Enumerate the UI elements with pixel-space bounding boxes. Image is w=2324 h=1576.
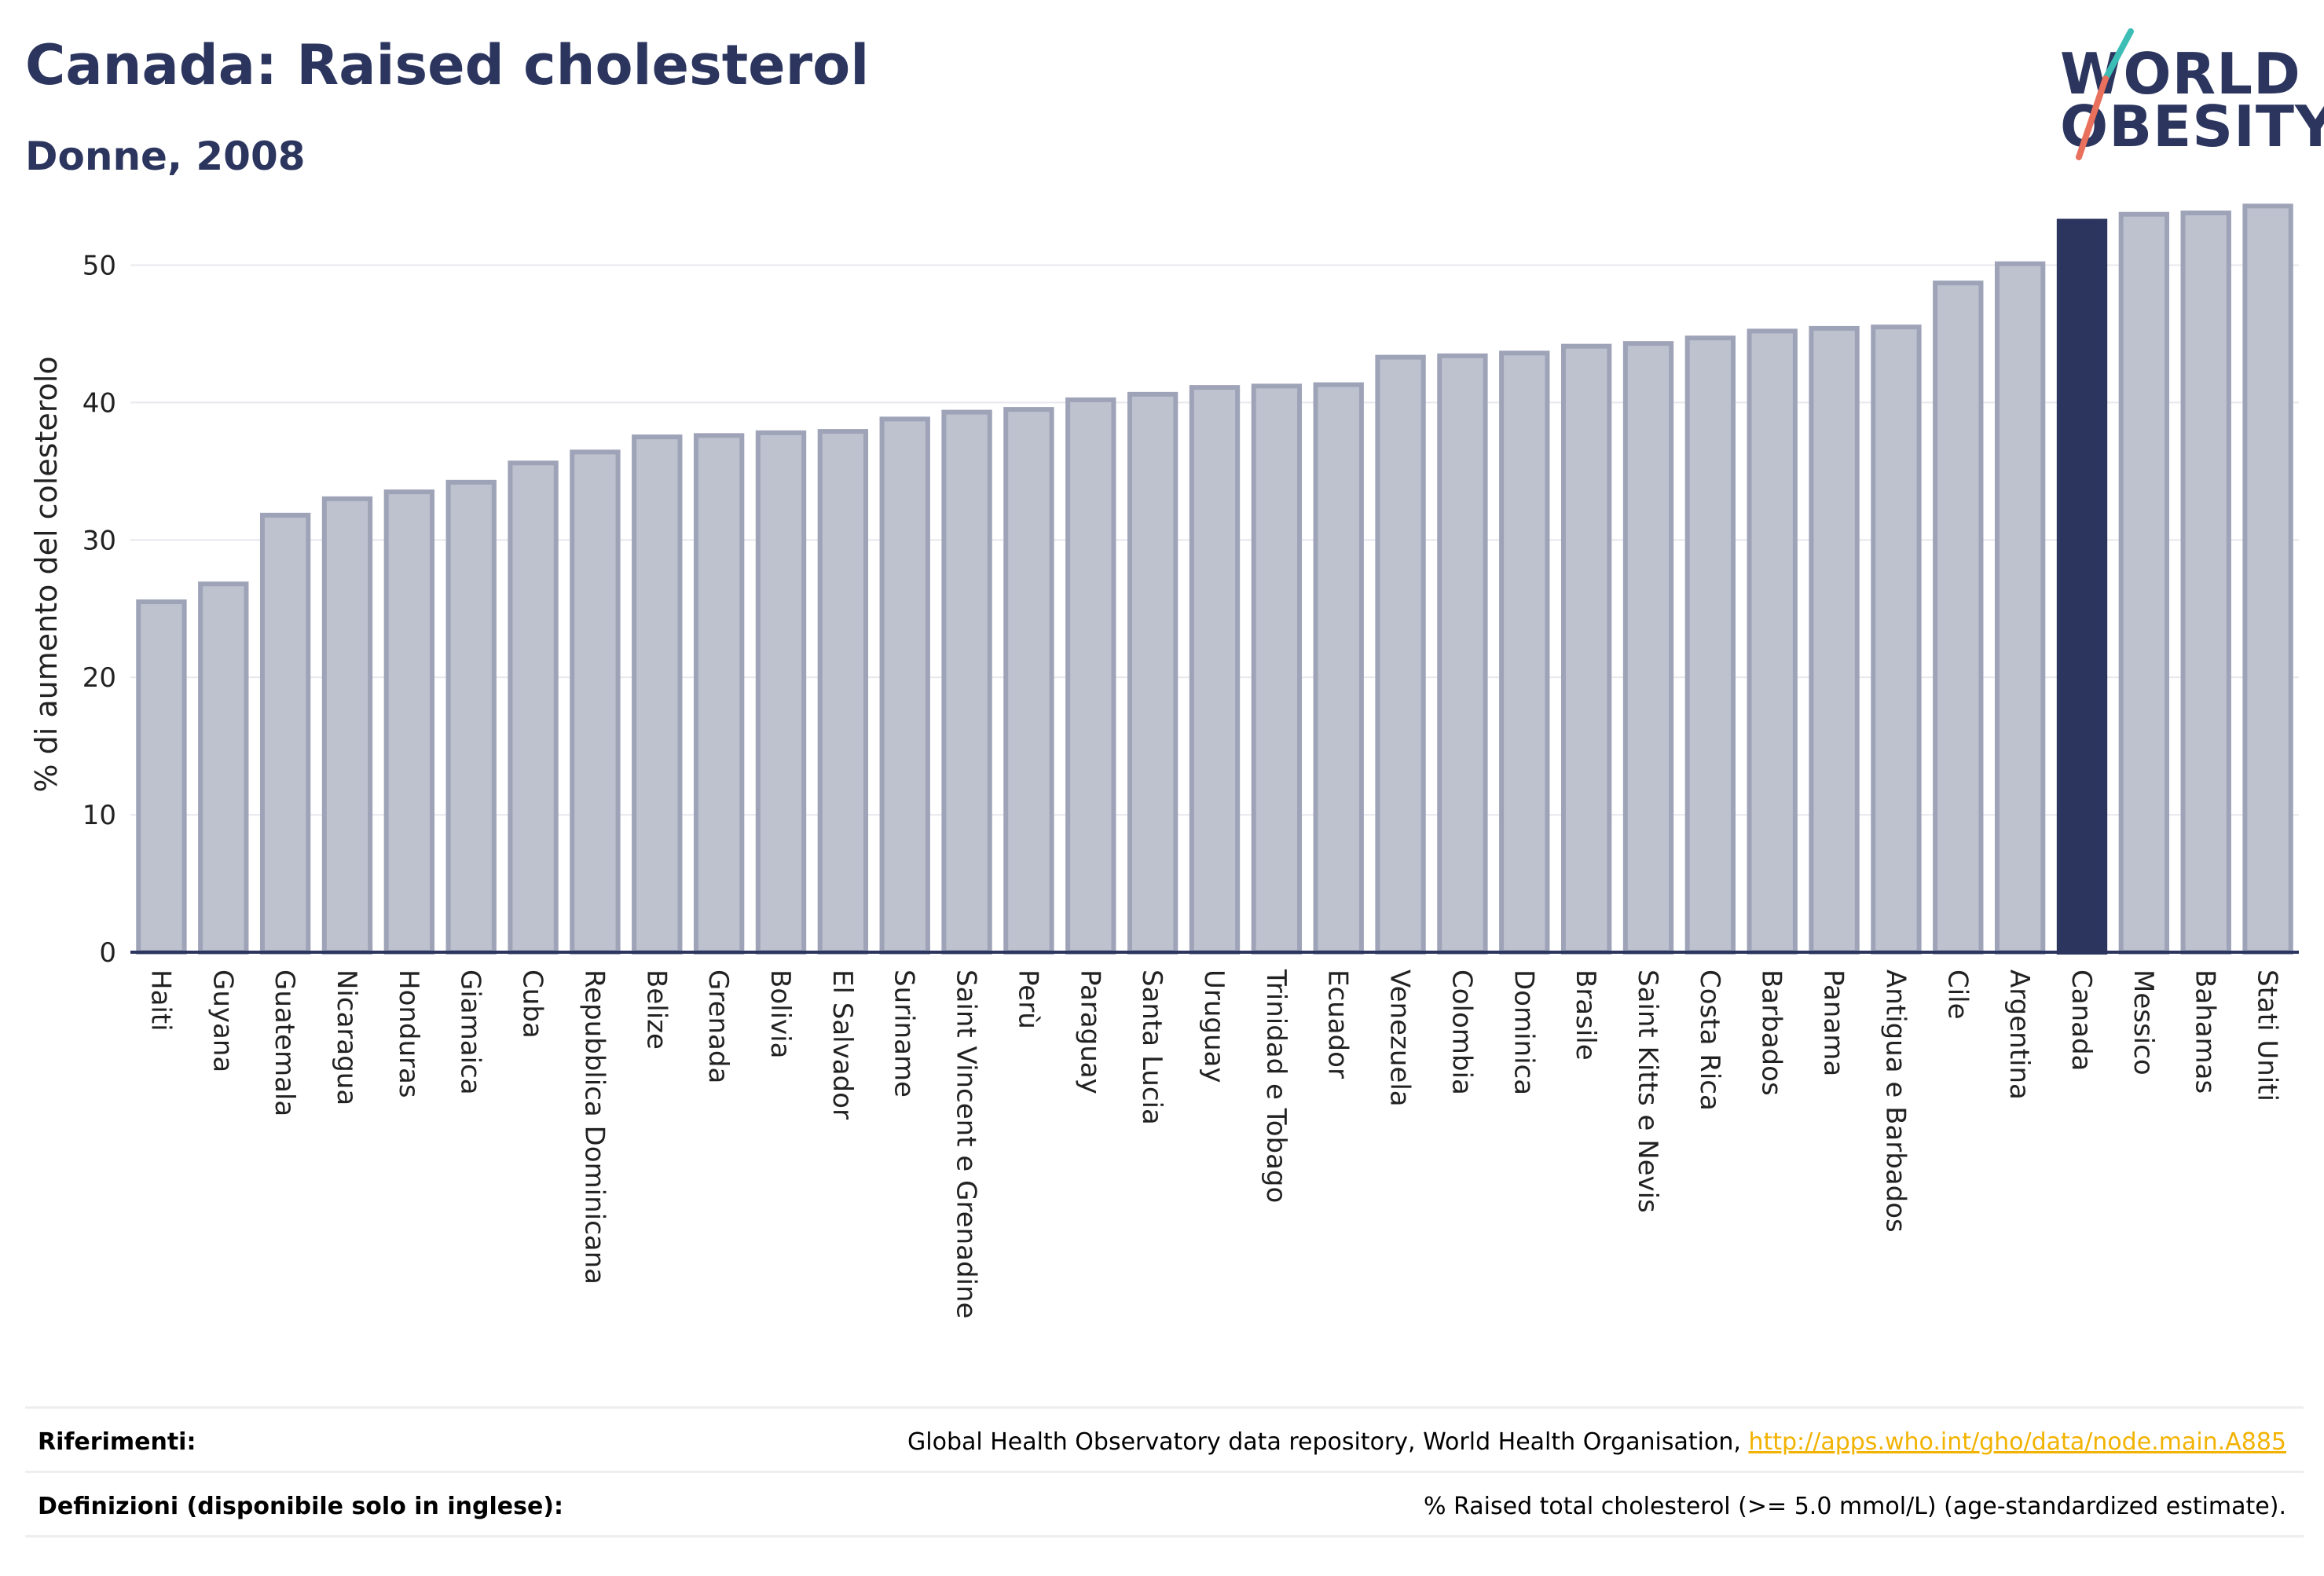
bar-per- (1003, 407, 1054, 955)
x-tick-label: Messico (2128, 969, 2159, 1076)
logo-line-2: OBESITY (2060, 93, 2324, 159)
bar-saint-kitts-e-nevis (1622, 341, 1674, 955)
x-tick-label: Argentina (2003, 969, 2035, 1100)
world-obesity-logo: WORLD OBESITY (2043, 24, 2324, 165)
bar-colombia (1437, 353, 1488, 955)
bar-nicaragua (321, 496, 373, 955)
bar-el-salvador (817, 429, 869, 955)
x-tick-label: Antigua e Barbados (1879, 969, 1911, 1233)
x-tick-label: Uruguay (1198, 969, 1230, 1083)
x-tick-label: Belize (640, 969, 672, 1050)
bar-cuba (508, 460, 559, 955)
references-text: Global Health Observatory data repositor… (907, 1428, 1749, 1456)
bar-guatemala (259, 512, 311, 955)
x-tick-label: Haiti (145, 969, 176, 1032)
bar-barbados (1747, 328, 1798, 955)
bar-santa-lucia (1127, 391, 1178, 955)
bar-argentina (1994, 261, 2046, 955)
x-tick-label: Barbados (1756, 969, 1787, 1096)
x-tick-label: El Salvador (827, 969, 858, 1120)
x-tick-label: Ecuador (1322, 969, 1354, 1079)
y-tick-label: 40 (82, 387, 116, 419)
x-tick-label: Brasile (1570, 969, 1601, 1061)
x-tick-label: Panama (1818, 969, 1849, 1076)
bar-bolivia (755, 430, 807, 955)
x-tick-label: Suriname (889, 969, 920, 1098)
bar-chart: 0 10 20 30 40 50 % di aumento del colesterolo H… (29, 203, 2299, 1318)
bar-dominica (1499, 350, 1550, 955)
y-axis-title: % di aumento del colesterolo (29, 356, 64, 792)
x-tick-label: Giamaica (455, 969, 486, 1095)
page-subtitle: Donne, 2008 (25, 134, 306, 179)
x-tick-label: Cile (1941, 969, 1973, 1020)
bar-panama (1809, 325, 1860, 955)
references-label: Riferimenti: (38, 1428, 196, 1456)
bar-cile (1933, 280, 1984, 955)
x-tick-label: Honduras (393, 969, 424, 1098)
definitions-text: % Raised total cholesterol (>= 5.0 mmol/… (1424, 1493, 2286, 1520)
y-tick-label: 0 (99, 937, 116, 969)
page-title: Canada: Raised cholesterol (25, 33, 870, 97)
x-tick-label: Perù (1012, 969, 1043, 1029)
x-tick-label: Canada (2066, 969, 2097, 1071)
x-tick-label: Saint Kitts e Nevis (1632, 969, 1663, 1213)
x-tick-label: Saint Vincent e Grenadine (951, 969, 982, 1318)
references-value: Global Health Observatory data repositor… (907, 1428, 2286, 1456)
references-link[interactable]: http://apps.who.int/gho/data/node.main.A… (1748, 1428, 2286, 1456)
x-tick-label: Grenada (702, 969, 734, 1083)
bar-bahamas (2180, 210, 2231, 955)
bar-brasile (1560, 343, 1612, 955)
x-tick-label: Nicaragua (331, 969, 362, 1105)
bar-canada (2056, 218, 2108, 955)
bar-trinidad-e-tobago (1251, 383, 1303, 955)
footer-divider (25, 1535, 2304, 1538)
x-tick-label: Guyana (207, 969, 238, 1072)
x-tick-label: Paraguay (1074, 969, 1105, 1094)
bar-venezuela (1375, 354, 1426, 955)
x-tick-label: Bahamas (2190, 969, 2221, 1094)
bar-grenada (693, 433, 745, 955)
bar-uruguay (1189, 385, 1241, 955)
y-tick-label: 30 (82, 525, 116, 556)
bar-saint-vincent-e-grenadine (941, 409, 992, 955)
bar-messico (2118, 211, 2170, 955)
x-tick-label: Dominica (1508, 969, 1539, 1095)
footer-divider (25, 1406, 2304, 1409)
bar-paraguay (1065, 397, 1116, 955)
x-tick-label: Santa Lucia (1136, 969, 1167, 1125)
bar-guyana (198, 581, 249, 955)
x-tick-label: Colombia (1446, 969, 1477, 1095)
bar-costa-rica (1684, 335, 1736, 955)
bar-repubblica-dominicana (570, 449, 621, 955)
x-tick-label: Cuba (517, 969, 548, 1039)
definitions-label: Definizioni (disponibile solo in inglese… (38, 1493, 563, 1520)
y-tick-label: 20 (82, 662, 116, 694)
x-tick-label: Guatemala (269, 969, 300, 1116)
x-tick-label: Trinidad e Tobago (1260, 969, 1292, 1203)
x-tick-label: Repubblica Dominicana (578, 969, 610, 1285)
logo-slash-icon (2076, 28, 2134, 160)
bar-honduras (383, 489, 435, 955)
y-tick-label: 10 (82, 800, 116, 831)
x-tick-label: Venezuela (1384, 969, 1416, 1107)
bar-suriname (879, 416, 930, 955)
y-tick-label: 50 (82, 250, 116, 281)
bar-ecuador (1313, 382, 1364, 955)
x-tick-label: Stati Uniti (2252, 969, 2283, 1101)
x-tick-label: Bolivia (764, 969, 796, 1058)
bar-belize (632, 434, 683, 955)
bar-antigua-e-barbados (1871, 324, 1922, 955)
bar-stati-uniti (2242, 203, 2293, 955)
x-tick-label: Costa Rica (1694, 969, 1725, 1111)
footer-divider (25, 1471, 2304, 1473)
bar-giamaica (445, 479, 497, 955)
bar-haiti (136, 599, 187, 955)
